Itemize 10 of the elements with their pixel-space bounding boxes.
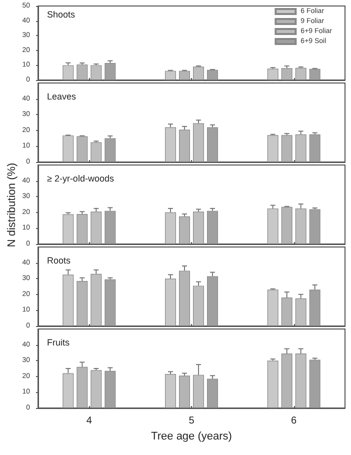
x-tick-label: 6 [291, 416, 298, 426]
text: Fruits [47, 338, 70, 348]
text: ≥ 2-yr-old-woods [47, 174, 114, 184]
x-axis-title: Tree age (years) [151, 430, 232, 442]
chart-title: Shoots [47, 10, 76, 20]
text: Roots [47, 256, 72, 266]
y-axis-title: N distribution (%) [6, 162, 18, 248]
text: Leaves [47, 92, 77, 102]
x-tick-label: 5 [188, 416, 195, 426]
x-tick-label: 4 [86, 416, 92, 426]
